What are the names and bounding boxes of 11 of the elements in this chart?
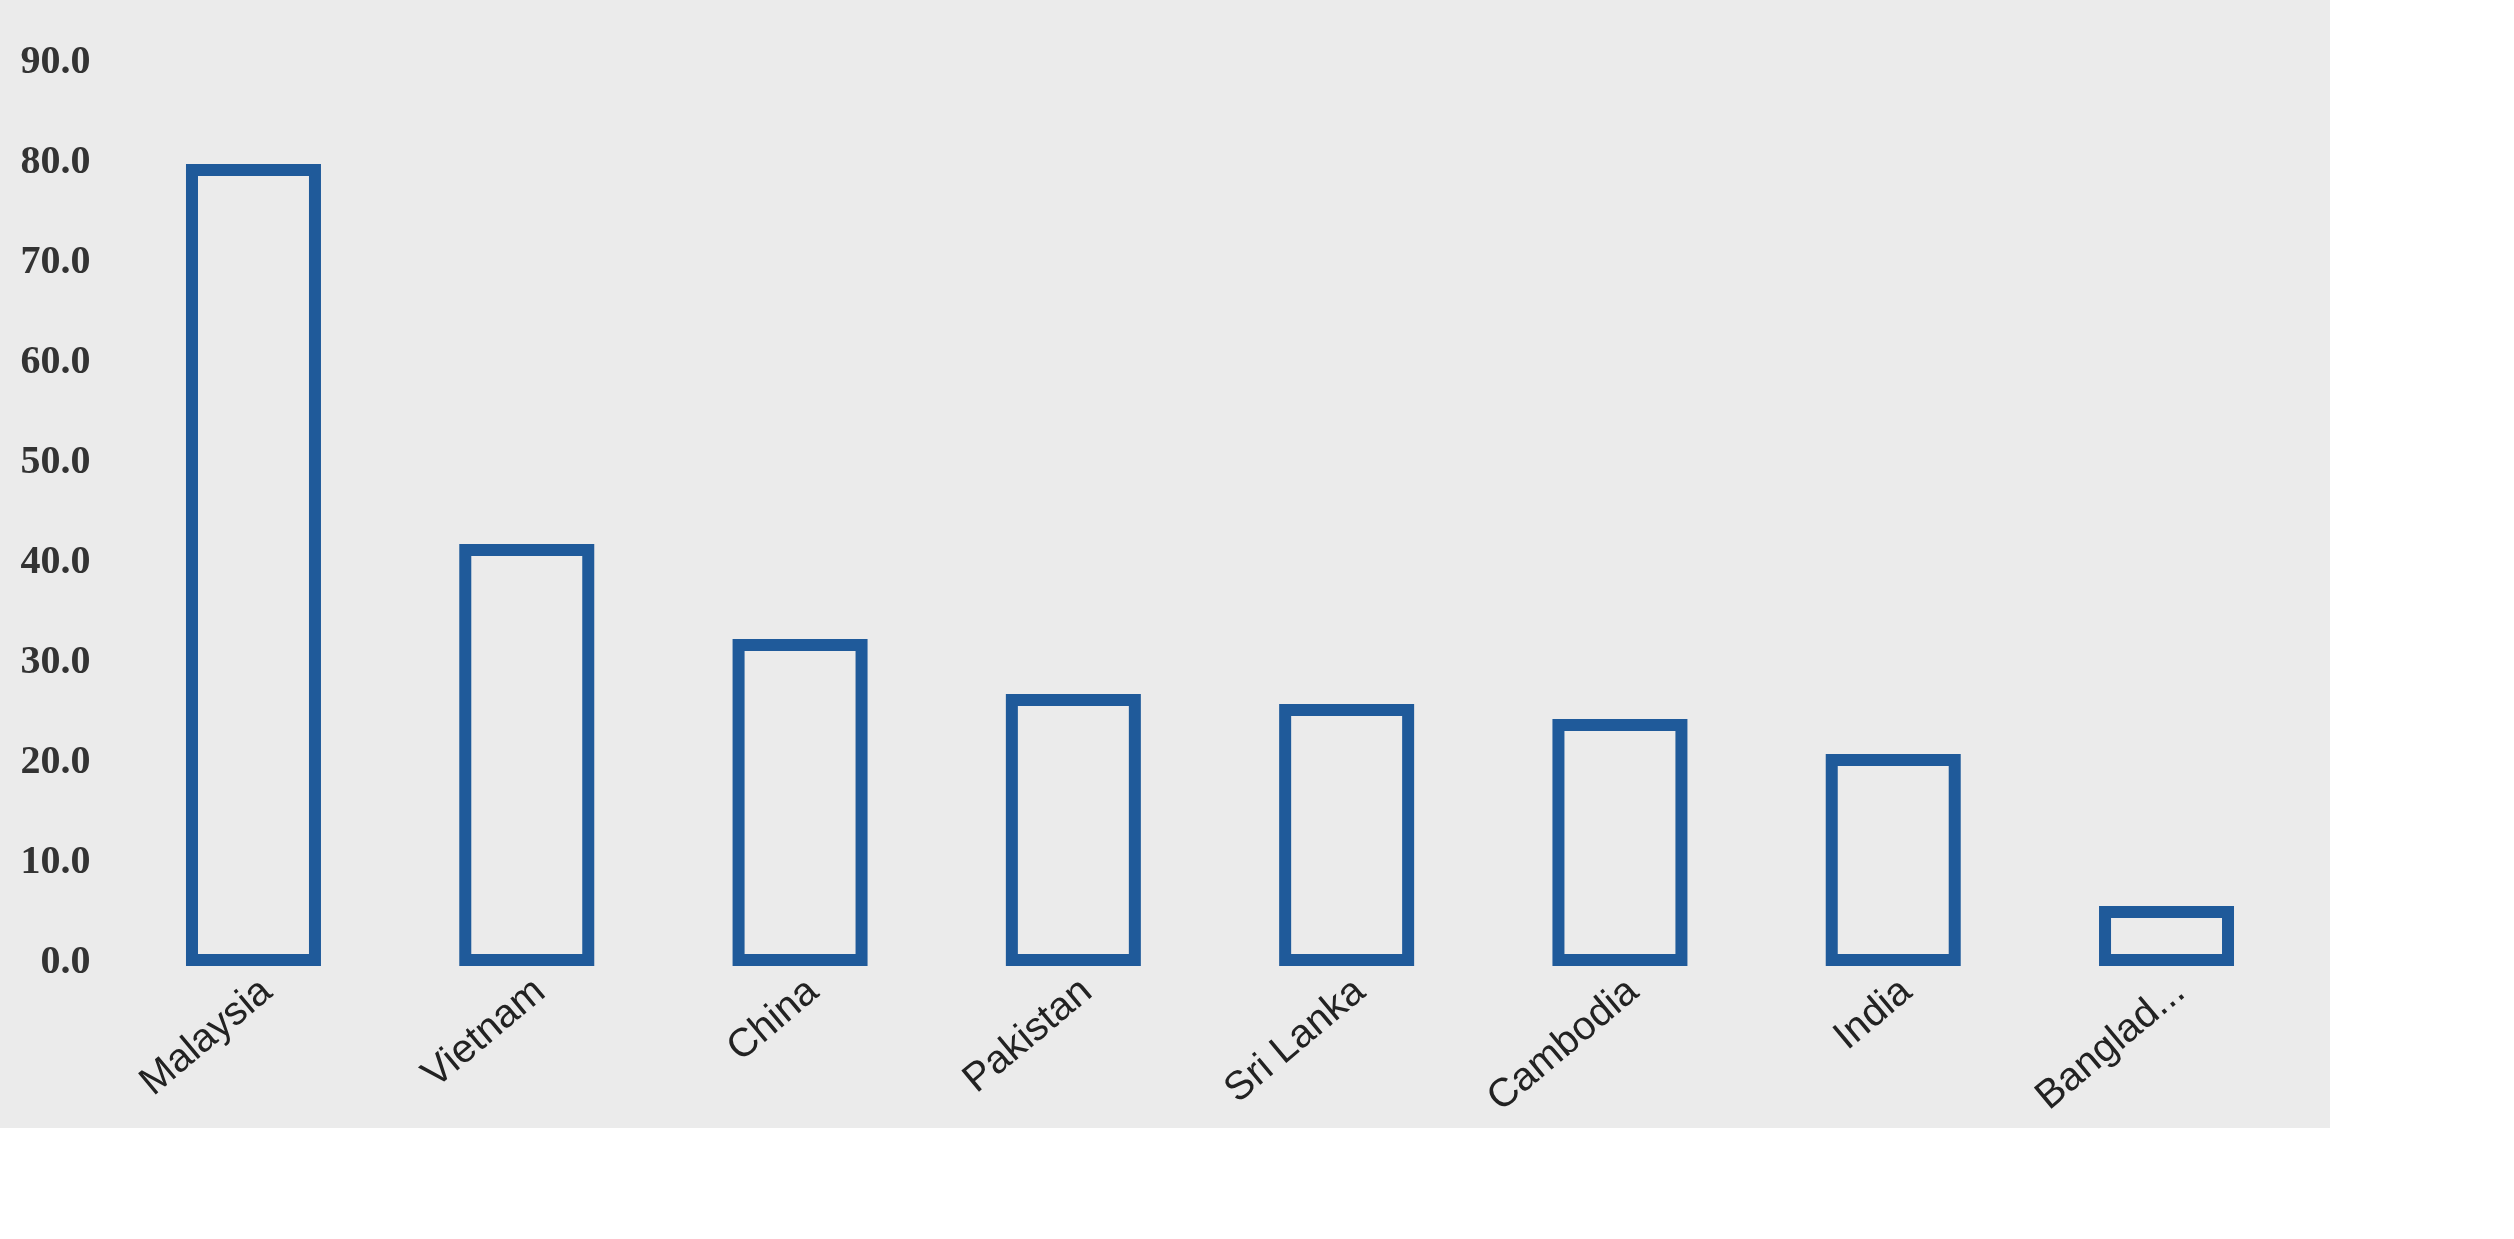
y-tick-label: 80.0 (20, 136, 91, 182)
y-tick-label: 40.0 (20, 536, 91, 582)
y-tick-label: 10.0 (20, 836, 91, 882)
y-tick-label: 30.0 (20, 636, 91, 682)
x-tick-label: India (1824, 966, 1920, 1057)
y-tick-label: 0.0 (40, 936, 91, 982)
y-tick-label: 20.0 (20, 736, 91, 782)
y-tick-label: 90.0 (20, 36, 91, 82)
y-tick-label: 50.0 (20, 436, 91, 482)
y-tick-label: 70.0 (20, 236, 91, 282)
y-tick-label: 60.0 (20, 336, 91, 382)
